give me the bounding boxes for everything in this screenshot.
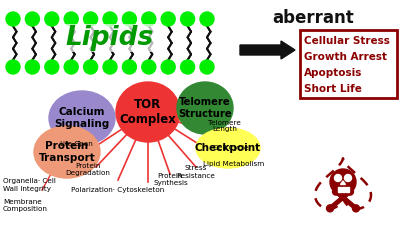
Circle shape bbox=[330, 169, 356, 195]
Ellipse shape bbox=[49, 91, 115, 145]
Circle shape bbox=[84, 12, 98, 26]
Text: Lipid Metabolism: Lipid Metabolism bbox=[203, 161, 264, 167]
Text: TOR
Complex: TOR Complex bbox=[120, 98, 176, 126]
Circle shape bbox=[332, 188, 340, 195]
Ellipse shape bbox=[177, 82, 233, 134]
Circle shape bbox=[6, 60, 20, 74]
Bar bbox=[335, 185, 351, 192]
Ellipse shape bbox=[196, 128, 260, 168]
Circle shape bbox=[142, 12, 156, 26]
Circle shape bbox=[122, 12, 136, 26]
Text: Organella· Cell
Wall Integrity: Organella· Cell Wall Integrity bbox=[3, 179, 56, 191]
Text: Protein
Synthesis: Protein Synthesis bbox=[153, 174, 188, 186]
FancyArrow shape bbox=[240, 41, 295, 59]
Circle shape bbox=[103, 60, 117, 74]
Circle shape bbox=[64, 12, 78, 26]
Circle shape bbox=[181, 60, 194, 74]
Bar bbox=[342, 186, 344, 192]
Bar bbox=[300, 30, 397, 98]
Text: Stress
Resistance: Stress Resistance bbox=[176, 165, 215, 179]
Circle shape bbox=[326, 205, 334, 212]
Circle shape bbox=[64, 60, 78, 74]
Text: Cellular Stress: Cellular Stress bbox=[304, 36, 390, 46]
Text: Calcium
Signaling: Calcium Signaling bbox=[54, 107, 110, 129]
Ellipse shape bbox=[34, 126, 100, 178]
Text: Protein
Transport: Protein Transport bbox=[39, 141, 95, 163]
Ellipse shape bbox=[116, 82, 180, 142]
Circle shape bbox=[103, 12, 117, 26]
Text: Short Life: Short Life bbox=[304, 84, 362, 94]
Circle shape bbox=[181, 12, 194, 26]
Circle shape bbox=[352, 205, 360, 212]
Text: Growth Arrest: Growth Arrest bbox=[304, 52, 387, 62]
Circle shape bbox=[26, 12, 40, 26]
Text: Telomere
Length: Telomere Length bbox=[208, 120, 241, 132]
Text: aberrant: aberrant bbox=[272, 9, 354, 27]
Circle shape bbox=[26, 60, 40, 74]
Text: Membrane
Composition: Membrane Composition bbox=[3, 199, 48, 212]
Text: Life-Span: Life-Span bbox=[59, 141, 93, 147]
Circle shape bbox=[346, 188, 354, 195]
Circle shape bbox=[200, 12, 214, 26]
Circle shape bbox=[45, 60, 59, 74]
Circle shape bbox=[161, 60, 175, 74]
Circle shape bbox=[200, 60, 214, 74]
Circle shape bbox=[344, 174, 352, 181]
Polygon shape bbox=[340, 181, 346, 185]
Circle shape bbox=[142, 60, 156, 74]
Text: Lipids: Lipids bbox=[66, 25, 154, 51]
Text: Checkpoint: Checkpoint bbox=[195, 143, 261, 153]
Text: Cell Cycle: Cell Cycle bbox=[213, 145, 248, 151]
Circle shape bbox=[161, 12, 175, 26]
Circle shape bbox=[84, 60, 98, 74]
Circle shape bbox=[334, 174, 342, 181]
Text: Telomere
Structure: Telomere Structure bbox=[178, 97, 232, 119]
Bar bbox=[346, 186, 348, 192]
Circle shape bbox=[122, 60, 136, 74]
Text: Protein
Degradation: Protein Degradation bbox=[66, 163, 110, 176]
Circle shape bbox=[6, 12, 20, 26]
Circle shape bbox=[45, 12, 59, 26]
Bar bbox=[338, 186, 340, 192]
Text: Polarization· Cytoskeleton: Polarization· Cytoskeleton bbox=[71, 187, 165, 193]
Text: Apoptosis: Apoptosis bbox=[304, 68, 362, 78]
